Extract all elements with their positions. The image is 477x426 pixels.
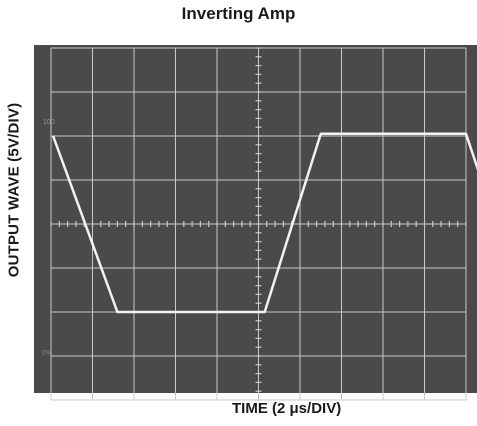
output-waveform: [51, 132, 477, 314]
lower-left-mark: 0%: [42, 350, 52, 357]
x-axis-label: TIME (2 μs/DIV): [232, 400, 342, 417]
screen-background: [34, 45, 477, 393]
upper-left-mark: 100: [43, 119, 55, 126]
graticule-ticks: [50, 47, 467, 401]
chart-title: Inverting Amp: [181, 4, 296, 23]
